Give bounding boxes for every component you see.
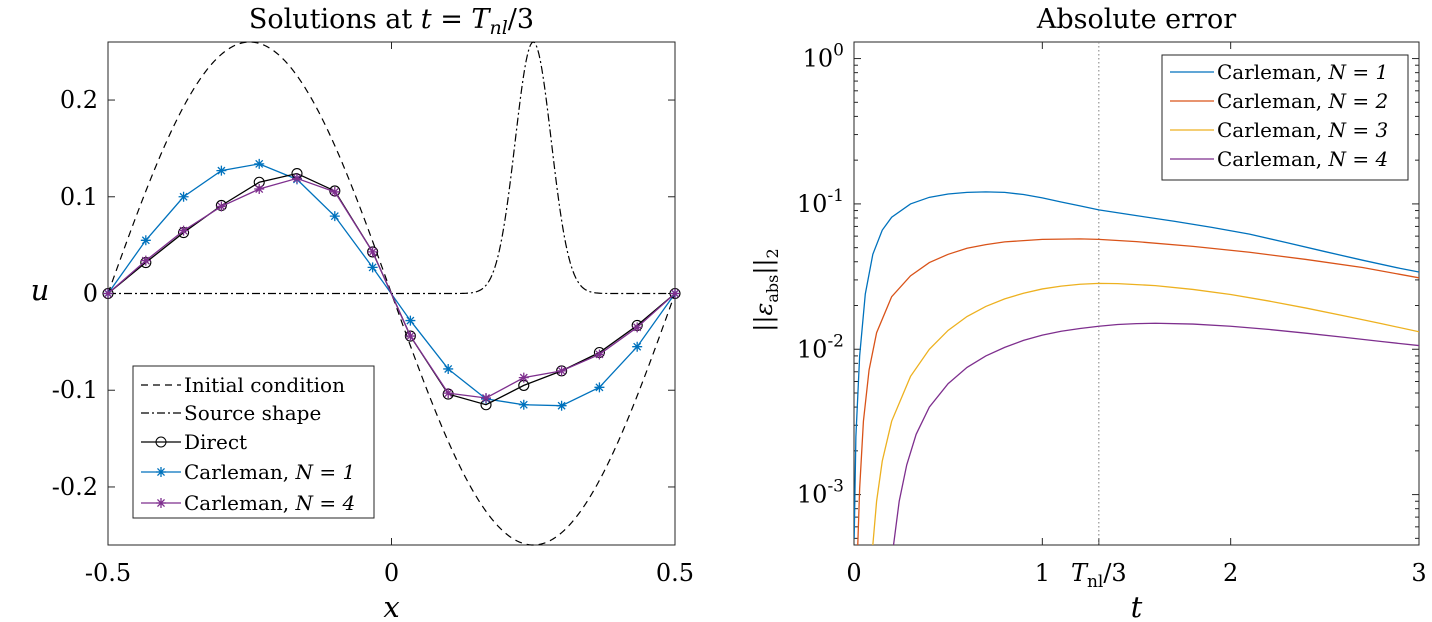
x-axis-label: t <box>1131 590 1143 622</box>
legend-item-2: Carleman, N = 2 <box>1170 89 1388 113</box>
y-tick-label: 0.2 <box>60 86 98 114</box>
carleman-n4-point <box>329 186 340 197</box>
legend-label: Carleman, N = 2 <box>1217 89 1388 113</box>
carleman-n4-point <box>556 365 567 376</box>
initial-condition-line <box>107 41 676 546</box>
carleman-n1-point <box>178 191 189 202</box>
legend-label: Initial condition <box>184 373 345 397</box>
carleman-n2-line <box>857 238 1419 545</box>
x-tick-label: 2 <box>1223 559 1238 587</box>
x-tick-label: 3 <box>1411 559 1426 587</box>
carleman-n4-point <box>405 331 416 342</box>
y-tick-label: 100 <box>803 41 844 73</box>
legend-item-4: Carleman, N = 1 <box>141 460 355 484</box>
y-axis-label: ||εabs||2 <box>750 248 782 331</box>
legend-item-3: Direct <box>141 430 247 454</box>
carleman-n1-point <box>594 382 605 393</box>
carleman-n1-point <box>140 235 151 246</box>
carleman-n1-line <box>854 191 1419 539</box>
carleman-n4-point <box>670 288 680 299</box>
legend-label: Carleman, N = 4 <box>1217 147 1388 171</box>
y-tick-label: 10-1 <box>797 186 844 218</box>
x-tick-label: 0.5 <box>656 559 694 587</box>
legend: Initial condition Source shape Direct Carle… <box>132 365 375 519</box>
carleman-n1-point <box>556 400 567 411</box>
x-tick-label: 1 <box>1035 559 1050 587</box>
carleman-n4-point <box>594 349 605 360</box>
x-tick-label-tnl: Tnl/3 <box>1071 559 1127 592</box>
chart-title: Absolute error <box>1036 4 1236 35</box>
carleman-n4-line <box>892 322 1419 545</box>
y-tick-label: 0 <box>83 280 98 308</box>
x-tick-label: -0.5 <box>85 559 131 587</box>
legend-label: Carleman, N = 4 <box>184 491 355 515</box>
x-tick-label: 0 <box>846 559 861 587</box>
carleman-n4-point <box>291 173 302 184</box>
legend-item-1: Initial condition <box>141 373 345 397</box>
carleman-n1-point <box>443 363 454 374</box>
carleman-n1-point <box>518 399 529 410</box>
legend-label: Carleman, N = 1 <box>1217 60 1388 84</box>
y-tick-label: 10-3 <box>797 477 844 509</box>
legend-marker <box>156 498 166 508</box>
legend-marker <box>156 467 166 477</box>
legend-item-1: Carleman, N = 1 <box>1170 60 1388 84</box>
carleman-n4-point <box>632 322 643 333</box>
carleman-n4-point <box>178 225 189 236</box>
carleman-n1-point <box>329 211 340 222</box>
legend-marker <box>155 436 167 448</box>
carleman-n4-point <box>140 255 151 266</box>
legend-label: Carleman, N = 1 <box>184 460 355 484</box>
legend: Carleman, N = 1 Carleman, N = 2 Carleman, … <box>1161 54 1409 181</box>
absolute-error-chart: 10-3 10-2 10-1 100 0 1 2 3 Tnl/3 Absolute error t |… <box>750 4 1427 622</box>
carleman-n4-point <box>443 388 454 399</box>
legend-item-5: Carleman, N = 4 <box>141 491 355 515</box>
legend-label: Carleman, N = 3 <box>1217 118 1388 142</box>
y-tick-label: 10-2 <box>797 331 844 363</box>
carleman-n4-point <box>103 288 113 299</box>
carleman-n4-point <box>518 372 529 383</box>
carleman-n1-point <box>254 158 265 169</box>
legend-item-2: Source shape <box>141 401 321 425</box>
legend-label: Direct <box>184 430 247 454</box>
carleman-n1-point <box>405 315 416 326</box>
carleman-n1-point <box>216 165 227 176</box>
y-tick-label: 0.1 <box>60 183 98 211</box>
legend-item-3: Carleman, N = 3 <box>1170 118 1388 142</box>
carleman-n4-point <box>481 392 492 403</box>
y-tick-label: -0.2 <box>52 473 98 501</box>
solutions-chart: -0.5 0 0.5 -0.2 -0.1 0 0.1 0.2 Solutions at t = … <box>31 4 694 622</box>
carleman-n4-point <box>254 184 265 195</box>
y-tick-label: -0.1 <box>52 376 98 404</box>
carleman-n1-point <box>367 262 378 273</box>
x-axis-label: x <box>383 590 399 622</box>
carleman-n3-line <box>872 282 1419 545</box>
x-tick-label: 0 <box>384 559 399 587</box>
legend-label: Source shape <box>184 401 321 425</box>
carleman-n4-point <box>367 246 378 257</box>
chart-title: Solutions at t = Tnl/3 <box>249 4 534 39</box>
legend-item-4: Carleman, N = 4 <box>1170 147 1388 171</box>
carleman-n4-line <box>107 177 676 399</box>
carleman-n1-point <box>632 341 643 352</box>
carleman-n4-point <box>216 201 227 212</box>
y-axis-label: u <box>31 273 50 307</box>
